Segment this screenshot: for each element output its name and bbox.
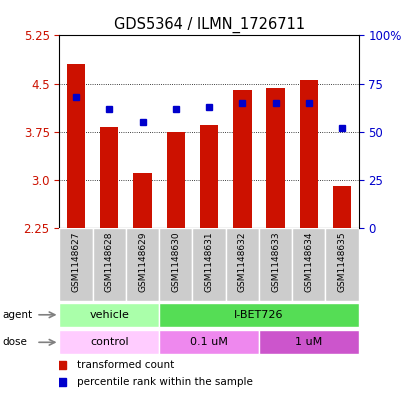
Text: GSM1148630: GSM1148630 — [171, 231, 180, 292]
Bar — [192, 228, 225, 301]
Text: transformed count: transformed count — [77, 360, 174, 370]
Bar — [133, 173, 151, 228]
Text: GSM1148632: GSM1148632 — [237, 231, 246, 292]
Bar — [266, 88, 284, 228]
Bar — [299, 80, 317, 228]
Text: vehicle: vehicle — [89, 310, 129, 320]
Text: GSM1148635: GSM1148635 — [337, 231, 346, 292]
Bar — [100, 127, 118, 228]
Bar — [159, 228, 192, 301]
Text: dose: dose — [2, 337, 27, 347]
Text: GSM1148629: GSM1148629 — [138, 231, 147, 292]
Text: GSM1148633: GSM1148633 — [270, 231, 279, 292]
Bar — [225, 228, 258, 301]
Bar — [92, 228, 126, 301]
Bar — [258, 228, 292, 301]
Bar — [233, 90, 251, 228]
Bar — [159, 303, 358, 327]
Bar — [258, 330, 358, 354]
Text: GSM1148628: GSM1148628 — [105, 231, 114, 292]
Bar — [200, 125, 218, 228]
Text: 1 uM: 1 uM — [294, 337, 322, 347]
Text: GSM1148631: GSM1148631 — [204, 231, 213, 292]
Text: agent: agent — [2, 310, 32, 320]
Bar — [67, 64, 85, 228]
Bar — [59, 303, 159, 327]
Bar — [59, 330, 159, 354]
Text: percentile rank within the sample: percentile rank within the sample — [77, 377, 253, 387]
Bar — [325, 228, 358, 301]
Bar — [159, 330, 258, 354]
Text: GSM1148634: GSM1148634 — [303, 231, 312, 292]
Text: control: control — [90, 337, 128, 347]
Text: I-BET726: I-BET726 — [234, 310, 283, 320]
Text: GSM1148627: GSM1148627 — [72, 231, 81, 292]
Text: 0.1 uM: 0.1 uM — [190, 337, 227, 347]
Bar — [59, 228, 92, 301]
Bar — [166, 132, 184, 228]
Title: GDS5364 / ILMN_1726711: GDS5364 / ILMN_1726711 — [113, 17, 304, 33]
Bar — [126, 228, 159, 301]
Bar — [292, 228, 325, 301]
Bar — [332, 186, 351, 228]
